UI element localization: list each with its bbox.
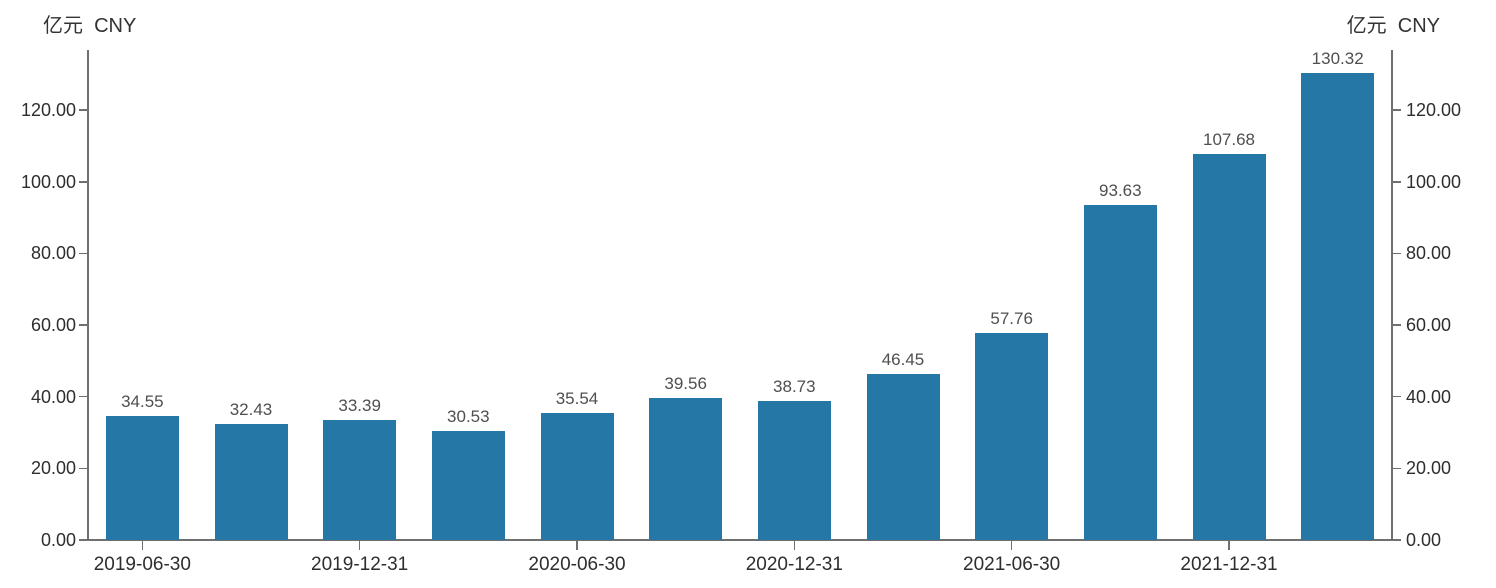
bar [540,412,614,540]
y-axis-line-left [87,50,89,541]
x-tick-label: 2021-06-30 [963,554,1061,575]
x-tick-label: 2021-12-31 [1180,554,1278,575]
y-tick-label-right: 100.00 [1406,171,1462,192]
bar-value-label: 39.56 [664,374,707,394]
bar-value-label: 33.39 [338,396,381,416]
y-tick-mark-right [1392,467,1401,470]
bar [1083,204,1157,540]
bar [323,420,397,540]
bar [1301,73,1375,540]
bar [975,333,1049,540]
y-tick-label-left: 0.00 [40,530,76,550]
y-tick-label-right: 80.00 [1406,243,1452,264]
bar-value-label: 30.53 [447,406,490,426]
x-tick-mark [1010,540,1013,550]
y-tick-label-right: 120.00 [1406,100,1462,121]
bar [105,416,179,540]
x-tick-mark [141,540,144,550]
y-axis-line-right [1391,50,1393,541]
y-tick-mark-left [79,181,88,183]
y-tick-label-left: 120.00 [20,100,76,121]
x-tick-mark [576,540,578,550]
y-tick-mark-left [79,395,88,398]
y-tick-label-left: 80.00 [30,243,76,264]
y-tick-mark-right [1392,324,1401,326]
y-tick-label-left: 100.00 [20,171,76,192]
y-tick-mark-right [1392,539,1401,541]
bar-value-label: 107.68 [1203,130,1255,150]
y-tick-label-left: 40.00 [30,386,76,407]
bar [431,430,505,540]
x-tick-label: 2019-06-30 [93,554,191,575]
y-tick-mark-left [79,109,88,111]
x-axis-line [87,539,1393,541]
plot-area: 34.55 32.43 33.39 30.53 35.54 39.56 38.73 46.45… [21,49,1461,575]
left-axis-unit-label: 亿元 CNY [43,15,137,37]
x-tick-label: 2020-06-30 [528,554,626,575]
bar-value-label: 38.73 [773,377,816,397]
bar-value-label: 32.43 [229,399,273,419]
y-tick-mark-right [1392,395,1401,398]
y-tick-mark-right [1392,109,1401,111]
bar [1192,154,1266,540]
right-axis-unit-label: 亿元 CNY [1346,15,1440,37]
bar-value-label: 35.54 [555,388,599,408]
y-tick-mark-right [1392,252,1401,255]
bar-value-label: 34.55 [121,392,164,412]
y-tick-label-right: 40.00 [1406,386,1452,407]
y-tick-mark-left [79,324,88,326]
y-tick-mark-right [1392,181,1401,183]
bar-value-label: 93.63 [1099,180,1142,200]
bar [757,401,831,540]
bar-value-label: 57.76 [990,309,1033,329]
x-tick-mark [793,540,796,550]
y-tick-label-right: 20.00 [1406,458,1452,479]
y-tick-mark-left [79,467,88,470]
y-tick-mark-left [79,252,88,255]
y-tick-label-left: 20.00 [30,458,76,479]
bar-value-label: 46.45 [881,349,925,369]
x-tick-label: 2020-12-31 [745,554,843,575]
y-tick-mark-left [79,539,88,541]
bar [866,373,940,540]
y-tick-label-left: 60.00 [30,315,76,336]
x-tick-mark [1228,540,1230,550]
bar [214,423,288,540]
x-tick-mark [358,540,361,550]
y-tick-label-right: 0.00 [1406,530,1442,550]
x-tick-label: 2019-12-31 [311,554,409,575]
bar-value-label: 130.32 [1311,49,1364,69]
y-tick-label-right: 60.00 [1406,315,1452,336]
bar [649,398,723,540]
